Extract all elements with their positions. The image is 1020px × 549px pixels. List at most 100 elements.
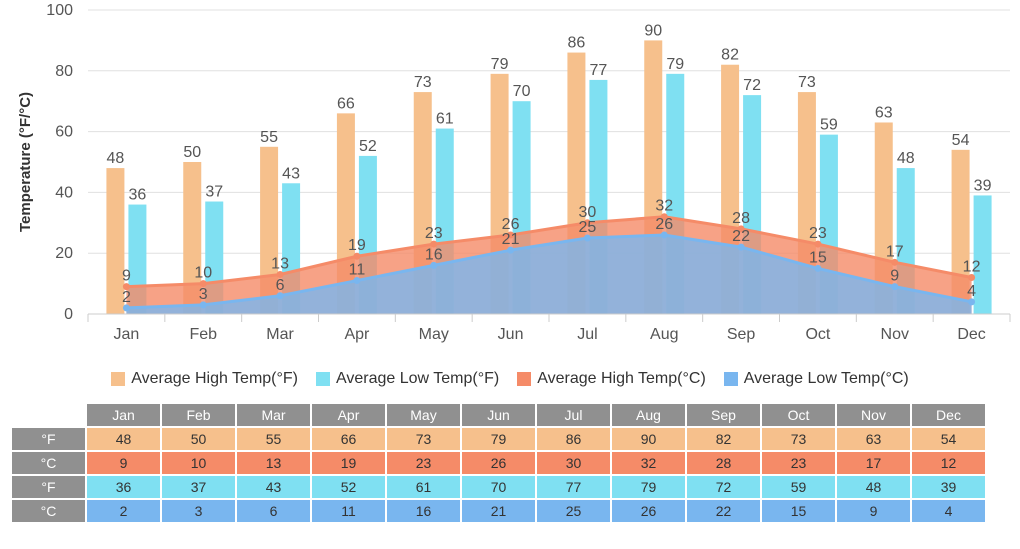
legend-swatch-low-c — [723, 372, 738, 386]
data-label-high-f: 73 — [414, 74, 432, 91]
legend-item-high-f[interactable]: Average High Temp(°F) — [111, 368, 298, 390]
table-cell: 26 — [610, 498, 687, 524]
table-header-cell: Jun — [460, 402, 537, 428]
data-label-low-c: 6 — [276, 277, 285, 294]
table-cell: 12 — [910, 450, 987, 476]
data-label-low-c: 2 — [122, 289, 131, 306]
table-header-cell: Sep — [685, 402, 762, 428]
table-header-cell: Nov — [835, 402, 912, 428]
legend-label-low-c: Average Low Temp(°C) — [743, 370, 909, 387]
data-label-low-f: 61 — [436, 111, 454, 128]
legend-item-low-c[interactable]: Average Low Temp(°C) — [723, 368, 909, 390]
high-c-point — [814, 240, 822, 248]
data-label-low-f: 48 — [897, 150, 915, 167]
high-c-point — [199, 280, 207, 288]
table-cell: 52 — [310, 474, 387, 500]
legend-item-high-c[interactable]: Average High Temp(°C) — [517, 368, 706, 390]
table-row: °F 48 50 55 66 73 79 86 90 82 73 63 54 — [10, 426, 987, 452]
data-label-low-f: 70 — [513, 83, 531, 100]
x-tick-label: Jan — [114, 326, 140, 343]
table-header-cell: May — [385, 402, 462, 428]
high-c-line — [126, 215, 972, 289]
table-cell: 55 — [235, 426, 312, 452]
chart-legend: Average High Temp(°F) Average Low Temp(°… — [0, 368, 1020, 390]
data-label-high-f: 48 — [107, 150, 125, 167]
legend-label-low-f: Average Low Temp(°F) — [336, 370, 500, 387]
table-row-label: °C — [10, 450, 87, 476]
high-c-point — [660, 213, 668, 221]
x-tick-label: Oct — [805, 326, 830, 343]
table-header-cell: Feb — [160, 402, 237, 428]
table-cell: 23 — [760, 450, 837, 476]
table-cell: 73 — [385, 426, 462, 452]
x-tick-label: May — [419, 326, 449, 343]
table-cell: 32 — [610, 450, 687, 476]
y-axis-title: Temperature (°F/°C) — [17, 92, 34, 232]
low-c-point — [968, 298, 976, 306]
high-c-point — [891, 258, 899, 266]
data-label-high-c: 10 — [194, 265, 212, 282]
table-header-cell: Jul — [535, 402, 612, 428]
y-tick-label: 20 — [55, 245, 73, 262]
table-header-cell: Oct — [760, 402, 837, 428]
table-cell: 21 — [460, 498, 537, 524]
table-row: °C 2 3 6 11 16 21 25 26 22 15 9 4 — [10, 498, 987, 524]
table-row: °F 36 37 43 52 61 70 77 79 72 59 48 39 — [10, 474, 987, 500]
x-tick-label: Dec — [957, 326, 985, 343]
table-cell: 4 — [910, 498, 987, 524]
table-cell: 90 — [610, 426, 687, 452]
data-label-high-c: 9 — [122, 268, 131, 285]
high-c-point — [122, 283, 130, 291]
bar-high-f — [183, 162, 202, 314]
table-cell: 43 — [235, 474, 312, 500]
table-cell: 10 — [160, 450, 237, 476]
y-tick-label: 40 — [55, 184, 73, 201]
data-label-high-f: 50 — [183, 144, 201, 161]
data-label-low-f: 59 — [820, 117, 838, 134]
x-tick-label: Aug — [650, 326, 678, 343]
data-label-low-f: 39 — [974, 177, 992, 194]
table-corner — [10, 402, 87, 428]
table-row: °C 9 10 13 19 23 26 30 32 28 23 17 12 — [10, 450, 987, 476]
data-label-low-f: 79 — [666, 56, 684, 73]
bar-high-f — [106, 168, 125, 314]
table-cell: 77 — [535, 474, 612, 500]
data-label-high-c: 30 — [579, 204, 597, 221]
table-cell: 2 — [85, 498, 162, 524]
table-cell: 28 — [685, 450, 762, 476]
data-label-high-f: 82 — [721, 47, 739, 64]
data-label-high-c: 23 — [425, 225, 443, 242]
legend-label-high-f: Average High Temp(°F) — [131, 370, 298, 387]
data-label-high-f: 90 — [644, 22, 662, 39]
table-cell: 25 — [535, 498, 612, 524]
low-c-point — [814, 264, 822, 272]
table-cell: 19 — [310, 450, 387, 476]
y-tick-label: 100 — [46, 2, 73, 19]
data-label-high-c: 28 — [732, 210, 750, 227]
table-cell: 48 — [85, 426, 162, 452]
data-label-low-c: 22 — [732, 228, 750, 245]
data-label-high-f: 79 — [491, 56, 509, 73]
x-tick-label: Nov — [881, 326, 909, 343]
data-label-low-f: 72 — [743, 77, 761, 94]
data-label-low-f: 77 — [590, 62, 608, 79]
data-label-low-f: 43 — [282, 165, 300, 182]
x-tick-label: Sep — [727, 326, 756, 343]
table-cell: 36 — [85, 474, 162, 500]
high-c-point — [353, 252, 361, 260]
data-label-low-c: 15 — [809, 249, 827, 266]
table-cell: 23 — [385, 450, 462, 476]
table-header-cell: Aug — [610, 402, 687, 428]
high-c-point — [737, 225, 745, 233]
low-c-point — [583, 234, 591, 242]
table-cell: 54 — [910, 426, 987, 452]
table-cell: 63 — [835, 426, 912, 452]
data-label-low-c: 3 — [199, 286, 208, 303]
legend-item-low-f[interactable]: Average Low Temp(°F) — [316, 368, 499, 390]
table-cell: 79 — [460, 426, 537, 452]
table-cell: 79 — [610, 474, 687, 500]
table-cell: 3 — [160, 498, 237, 524]
table-cell: 66 — [310, 426, 387, 452]
table-header-cell: Jan — [85, 402, 162, 428]
